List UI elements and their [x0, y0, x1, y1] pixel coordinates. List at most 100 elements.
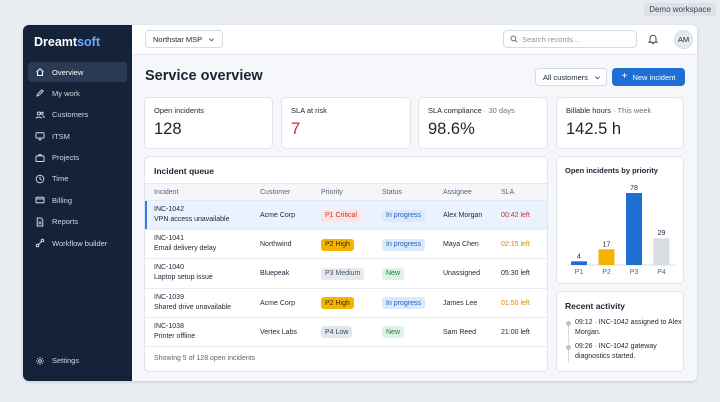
sidebar-item-my-work[interactable]: My work	[28, 83, 127, 103]
new-incident-label: New incident	[632, 72, 676, 82]
sidebar-item-overview[interactable]: Overview	[28, 62, 127, 82]
incident-id: INC-1040	[154, 264, 184, 272]
column-header-sla[interactable]: SLA	[501, 189, 515, 196]
new-incident-button[interactable]: + New incident	[612, 68, 685, 86]
activity-item: 09:26 · INC-1042 gateway diagnostics sta…	[575, 343, 657, 360]
chart-data-label: 78	[630, 185, 638, 192]
users-icon	[35, 111, 45, 119]
avatar[interactable]: AM	[674, 30, 693, 49]
priority-chart: 4 P1 17 P2 78 P3 29 P4	[567, 185, 675, 276]
chart-bar-p1[interactable]	[571, 261, 587, 265]
status-badge: New	[382, 267, 405, 280]
kpi-label-text: Billable hours	[566, 106, 612, 115]
kpi-sla-at-risk: SLA at risk 7	[281, 97, 411, 149]
sidebar: Dreamtsoft Overview My work Customers IT…	[23, 25, 132, 381]
tenant-selector[interactable]: Northstar MSP	[145, 30, 224, 48]
customer-name: Vertex Labs	[260, 328, 297, 336]
incident-id: INC-1041	[154, 235, 184, 243]
incident-id: INC-1038	[154, 322, 184, 330]
activity-item: 09:12 · INC-1042 assigned to Alex Morgan…	[575, 319, 682, 336]
workflow-icon	[35, 238, 45, 248]
recent-activity-title: Recent activity	[565, 301, 625, 311]
status-badge: New	[382, 326, 405, 339]
credit-card-icon	[35, 197, 45, 204]
table-row[interactable]: INC-1039 Shared drive unavailable Acme Cor…	[145, 289, 547, 318]
sidebar-nav: Overview My work Customers ITSM Projects…	[28, 62, 127, 255]
customer-filter[interactable]: All customers	[535, 68, 607, 86]
sidebar-item-label: Settings	[52, 356, 80, 366]
assignee-name: Alex Morgan	[443, 212, 483, 219]
sidebar-item-label: Billing	[52, 195, 73, 205]
customer-name: Northwind	[260, 241, 292, 249]
sla-remaining: 21:00 left	[501, 328, 530, 336]
brand-accent: soft	[77, 35, 100, 49]
kpi-label: SLA compliance · 30 days	[428, 106, 538, 115]
column-header-assignee[interactable]: Assignee	[443, 189, 472, 196]
status-badge: In progress	[382, 297, 426, 310]
sidebar-bottom: Settings	[28, 351, 127, 372]
sidebar-item-billing[interactable]: Billing	[28, 190, 127, 210]
sidebar-item-settings[interactable]: Settings	[28, 351, 127, 371]
home-icon	[36, 68, 44, 76]
app-window: Dreamtsoft Overview My work Customers IT…	[23, 25, 697, 381]
clock-icon	[35, 174, 45, 184]
kpi-billable-hours: Billable hours · This week 142.5 h	[556, 97, 684, 149]
workspace-tag: Demo workspace	[644, 3, 716, 16]
customer-name: Bluepeak	[260, 270, 290, 278]
kpi-label: Open incidents	[154, 106, 263, 115]
sidebar-item-workflow-builder[interactable]: Workflow builder	[28, 233, 127, 253]
plus-icon: +	[621, 71, 628, 82]
sla-remaining: 01:50 left	[501, 299, 530, 307]
column-header-priority[interactable]: Priority	[321, 189, 343, 196]
chart-bar-p3[interactable]	[626, 193, 642, 265]
incident-summary: Email delivery delay	[154, 245, 217, 253]
topbar: Northstar MSP AM	[132, 25, 697, 55]
briefcase-icon	[35, 153, 45, 162]
customer-filter-label: All customers	[543, 72, 589, 82]
assignee-name: Unassigned	[443, 270, 480, 278]
kpi-value: 142.5 h	[566, 120, 622, 138]
sidebar-item-customers[interactable]: Customers	[28, 105, 127, 125]
sla-remaining: 00:42 left	[501, 212, 530, 219]
brand-logo[interactable]: Dreamtsoft	[34, 35, 100, 49]
customer-name: Acme Corp	[260, 299, 296, 307]
priority-badge: P2 High	[321, 297, 354, 310]
table-row[interactable]: INC-1041 Email delivery delay Northwind P2 …	[145, 230, 547, 260]
chart-tick-label: P3	[630, 269, 639, 276]
sidebar-item-time[interactable]: Time	[28, 169, 127, 189]
priority-chart-card: 4 P1 17 P2 78 P3 29 P4 Open incidents by priori…	[556, 156, 684, 284]
column-header-incident[interactable]: Incident	[154, 189, 179, 196]
priority-badge: P1 Critical	[321, 209, 361, 222]
gear-icon	[36, 356, 44, 365]
brand-main: Dreamt	[34, 35, 78, 49]
sidebar-item-label: Overview	[52, 67, 84, 77]
search-icon	[510, 35, 518, 43]
sidebar-item-itsm[interactable]: ITSM	[28, 126, 127, 146]
monitor-icon	[35, 132, 45, 141]
chart-bar-p4[interactable]	[653, 238, 670, 265]
table-row[interactable]: INC-1038 Printer offline Vertex Labs P4 Low…	[145, 318, 547, 347]
bell-icon[interactable]	[647, 33, 659, 45]
sla-remaining: 05:30 left	[501, 270, 530, 278]
kpi-label-text: SLA at risk	[291, 106, 327, 115]
incident-summary: Printer offline	[154, 332, 196, 340]
sidebar-item-projects[interactable]: Projects	[28, 148, 127, 168]
kpi-label-sub: · This week	[611, 106, 652, 115]
search-input[interactable]	[522, 34, 632, 44]
chart-tick-label: P4	[657, 269, 666, 276]
chart-bar-p2[interactable]	[598, 249, 615, 265]
kpi-value: 128	[154, 120, 182, 138]
pencil-icon	[36, 89, 44, 98]
priority-badge: P2 High	[321, 238, 354, 251]
recent-activity: Recent activity 09:12 · INC-1042 assigne…	[556, 291, 684, 372]
column-header-customer[interactable]: Customer	[260, 189, 291, 196]
sidebar-item-reports[interactable]: Reports	[28, 212, 127, 232]
customer-name: Acme Corp	[260, 212, 296, 219]
incident-id: INC-1042	[154, 206, 184, 213]
queue-footer: Showing 5 of 128 open incidents	[154, 355, 256, 362]
table-row[interactable]: INC-1040 Laptop setup issue Bluepeak P3 Med…	[145, 259, 547, 289]
column-header-status[interactable]: Status	[382, 189, 402, 196]
table-row[interactable]: INC-1042 VPN access unavailable Acme Corp P…	[145, 201, 547, 231]
kpi-label: SLA at risk	[291, 106, 401, 115]
activity-timeline	[568, 325, 569, 363]
